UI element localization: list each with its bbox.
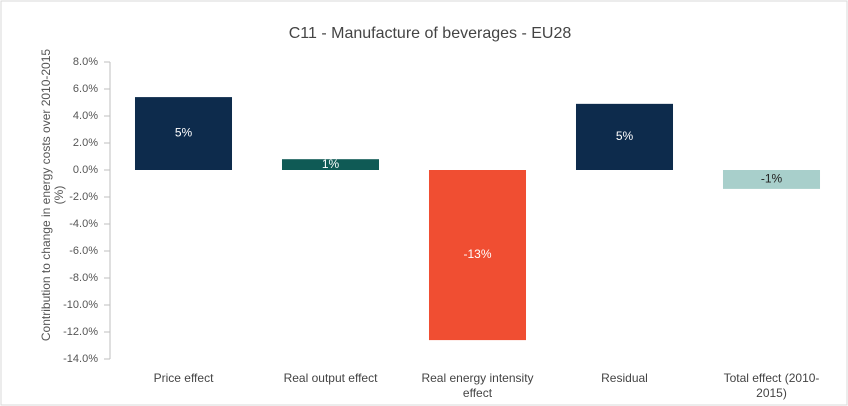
- value-label: -1%: [761, 172, 783, 186]
- y-tick-label: 6.0%: [73, 83, 98, 95]
- y-tick-label: -6.0%: [69, 245, 98, 257]
- value-label: 5%: [175, 126, 193, 140]
- y-tick-label: 4.0%: [73, 110, 98, 122]
- bar: [428, 170, 527, 341]
- y-tick-label: -12.0%: [63, 326, 98, 338]
- y-tick-label: 2.0%: [73, 137, 98, 149]
- x-tick-label: Price effect: [153, 371, 214, 385]
- y-tick-label: 0.0%: [73, 164, 98, 176]
- x-tick-label: Real output effect: [283, 371, 378, 385]
- chart-title: C11 - Manufacture of beverages - EU28: [289, 25, 572, 42]
- value-label: -13%: [463, 247, 491, 261]
- bar: [722, 170, 821, 189]
- y-tick-label: -8.0%: [69, 272, 98, 284]
- y-tick-label: 8.0%: [73, 56, 98, 68]
- bar: [281, 159, 380, 170]
- y-tick-label: -14.0%: [63, 353, 98, 365]
- y-tick-label: -4.0%: [69, 218, 98, 230]
- value-label: 5%: [616, 129, 634, 143]
- x-tick-label: Total effect (2010-2015): [723, 371, 820, 400]
- value-label: 1%: [322, 157, 340, 171]
- y-tick-label: -2.0%: [69, 191, 98, 203]
- x-tick-label: Real energy intensity effect: [421, 371, 534, 400]
- bar: [134, 97, 233, 170]
- bar: [575, 103, 674, 170]
- x-tick-label: Residual: [601, 371, 648, 385]
- y-axis-label: Contribution to change in energy costs o…: [39, 48, 66, 342]
- y-tick-label: -10.0%: [63, 299, 98, 311]
